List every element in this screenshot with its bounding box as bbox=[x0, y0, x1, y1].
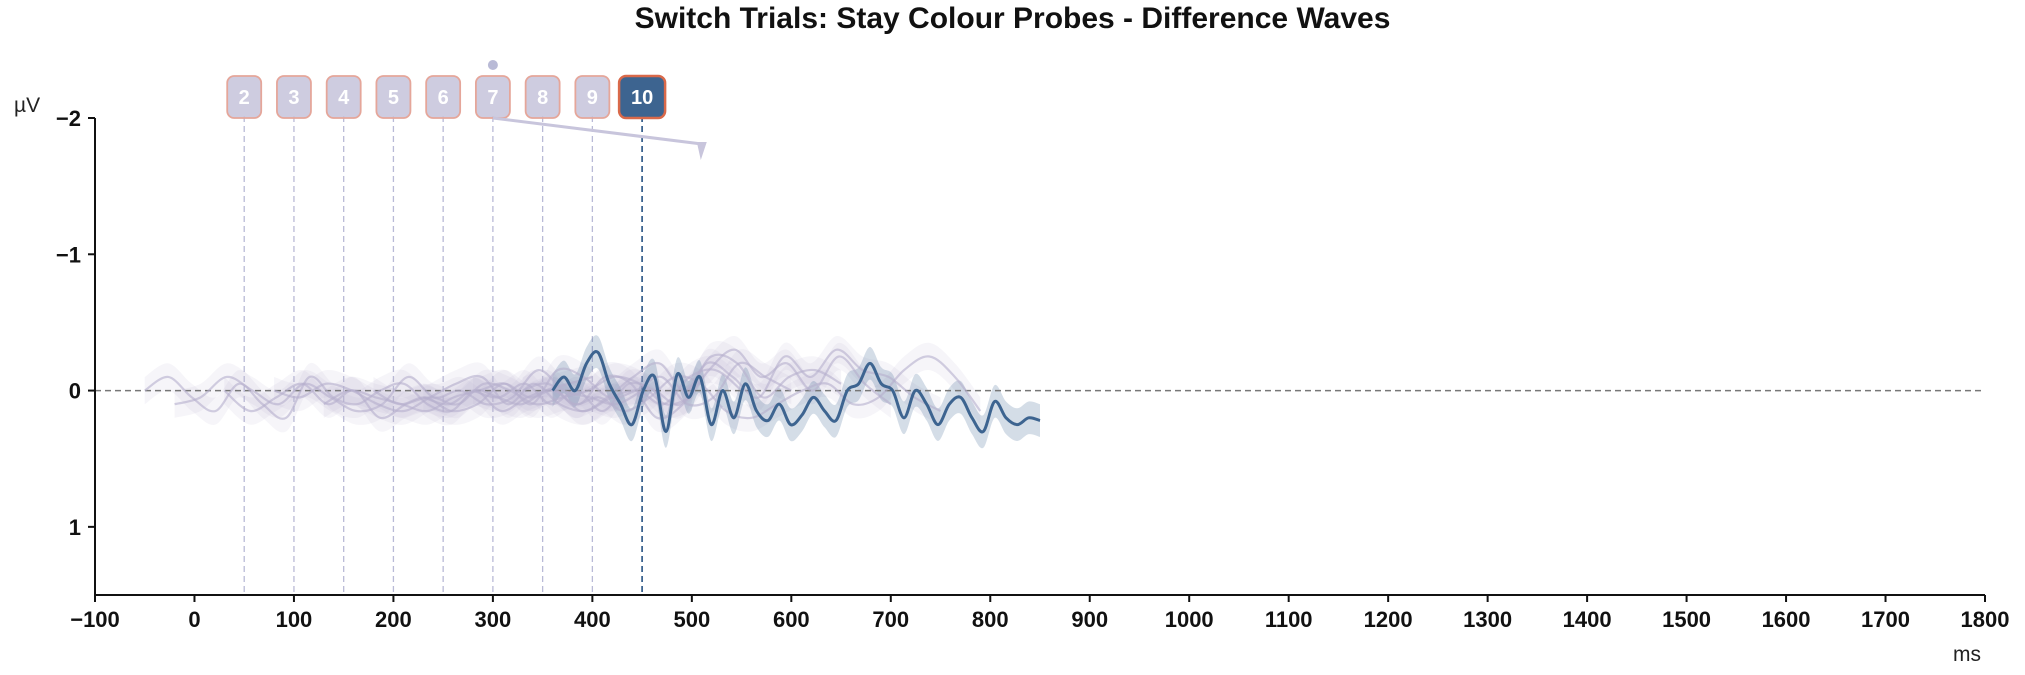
marker-badge[interactable]: 5 bbox=[375, 75, 412, 119]
marker-badge-label: 5 bbox=[388, 87, 399, 109]
pointer-arrow bbox=[696, 142, 707, 160]
x-tick-label: 900 bbox=[1071, 607, 1108, 632]
x-tick-label: 1800 bbox=[1961, 607, 2010, 632]
x-tick-label: 700 bbox=[872, 607, 909, 632]
confidence-band bbox=[423, 335, 891, 433]
marker-badge-label: 7 bbox=[487, 87, 498, 109]
x-tick-label: 1300 bbox=[1463, 607, 1512, 632]
marker-badge-box bbox=[574, 75, 611, 119]
wave-lines bbox=[144, 348, 1041, 434]
x-tick-label: −100 bbox=[70, 607, 120, 632]
x-tick-label: 1100 bbox=[1265, 607, 1313, 632]
x-tick-label: 800 bbox=[972, 607, 1009, 632]
x-tick-label: 1200 bbox=[1364, 607, 1413, 632]
marker-badge-label: 8 bbox=[537, 87, 548, 109]
confidence-band bbox=[174, 356, 643, 425]
y-tick-label: 0 bbox=[69, 379, 81, 404]
x-tick-label: 500 bbox=[673, 607, 710, 632]
x-tick-label: 200 bbox=[375, 607, 412, 632]
marker-badge-box bbox=[276, 75, 312, 119]
marker-badge[interactable]: 2 bbox=[226, 75, 263, 119]
confidence-band bbox=[224, 363, 692, 432]
faded-wave-line bbox=[174, 369, 643, 413]
marker-badge-label: 6 bbox=[438, 87, 449, 109]
y-tick-label: −1 bbox=[56, 242, 81, 267]
x-tick-label: 600 bbox=[773, 607, 810, 632]
x-tick-label: 400 bbox=[574, 607, 611, 632]
x-tick-label: 300 bbox=[475, 607, 512, 632]
y-tick-label: −2 bbox=[56, 106, 81, 131]
marker-badge[interactable]: 9 bbox=[574, 75, 611, 119]
active-wave-line bbox=[551, 350, 1041, 434]
marker-badge-label: 9 bbox=[587, 87, 598, 109]
faded-wave-line bbox=[223, 375, 693, 420]
marker-badge[interactable]: 4 bbox=[325, 75, 362, 119]
x-tick-label: 1000 bbox=[1165, 607, 1214, 632]
faded-wave-line bbox=[372, 353, 842, 413]
faded-wave-line bbox=[522, 355, 982, 420]
drag-handle-dot[interactable] bbox=[487, 60, 498, 70]
marker-badge[interactable]: 6 bbox=[425, 75, 462, 119]
marker-badge[interactable]: 8 bbox=[524, 75, 561, 119]
marker-badge-label: 10 bbox=[631, 87, 653, 109]
x-axis-unit-label: ms bbox=[1953, 643, 1981, 666]
marker-badge-box bbox=[425, 75, 462, 119]
marker-badge-box bbox=[226, 75, 263, 119]
x-tick-label: 0 bbox=[188, 607, 200, 632]
x-tick-label: 1400 bbox=[1563, 607, 1612, 632]
chart-title: Switch Trials: Stay Colour Probes - Diff… bbox=[634, 2, 1391, 35]
x-tick-label: 100 bbox=[276, 607, 313, 632]
y-tick-label: 1 bbox=[69, 515, 81, 540]
x-tick-label: 1600 bbox=[1762, 607, 1811, 632]
marker-badge[interactable]: 7 bbox=[474, 75, 511, 119]
faded-wave-line bbox=[422, 348, 892, 420]
y-axis-unit-label: µV bbox=[14, 94, 40, 117]
x-tick-label: 1700 bbox=[1861, 607, 1910, 632]
marker-badge-label: 3 bbox=[288, 87, 299, 109]
marker-badge-box bbox=[375, 75, 412, 119]
marker-badge-box bbox=[325, 75, 362, 119]
marker-badge-box bbox=[524, 75, 561, 119]
axes: −100 0 100 200 300 400 500 600 700 800 900 1000 1100… bbox=[56, 106, 2010, 632]
marker-badge[interactable]: 3 bbox=[276, 75, 312, 119]
marker-badge-label: 2 bbox=[239, 87, 250, 109]
pointer-line bbox=[492, 116, 702, 146]
confidence-band bbox=[274, 355, 742, 425]
marker-badge[interactable]: 10 bbox=[617, 74, 667, 120]
marker-badge-label: 4 bbox=[338, 87, 350, 109]
marker-badges: 2 3 4 5 6 7 8 9 10 bbox=[226, 60, 707, 160]
x-tick-label: 1500 bbox=[1662, 607, 1711, 632]
faded-wave-line bbox=[472, 348, 942, 413]
marker-badge-box bbox=[617, 74, 667, 120]
time-marker-lines bbox=[243, 116, 644, 595]
